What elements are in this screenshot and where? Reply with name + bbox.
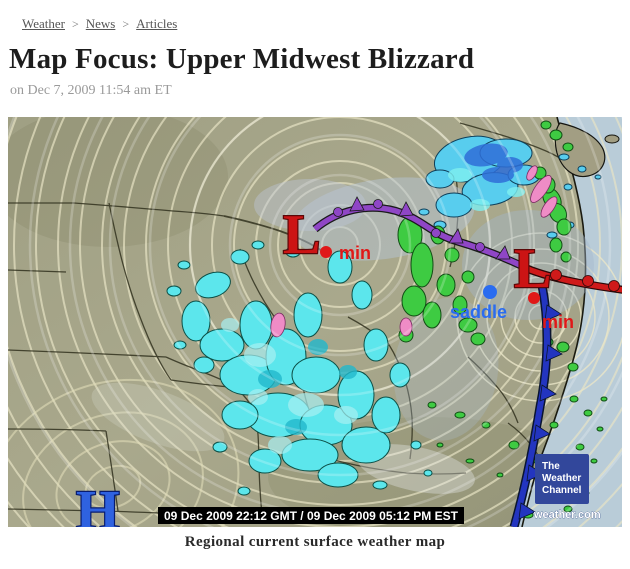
min1-dot bbox=[320, 245, 332, 258]
weather-map-image: L L H min saddle min 09 Dec 2009 22:12 G bbox=[8, 116, 622, 527]
min1-label: min bbox=[339, 243, 371, 263]
front-warm bbox=[526, 265, 622, 294]
isobar-overlay bbox=[8, 116, 622, 527]
map-ocean bbox=[513, 116, 622, 527]
min2-dot bbox=[528, 291, 540, 304]
timestamp-bar: 09 Dec 2009 22:12 GMT / 09 Dec 2009 05:1… bbox=[158, 506, 464, 524]
saddle-label: saddle bbox=[450, 302, 507, 322]
saddle-dot bbox=[483, 284, 497, 299]
twc-logo-box bbox=[535, 453, 589, 504]
front-cold bbox=[509, 284, 563, 527]
map-caption: Regional current surface weather map bbox=[184, 533, 446, 550]
breadcrumb-link-weather[interactable]: Weather bbox=[22, 16, 65, 31]
map-annotations: min saddle min bbox=[320, 243, 574, 332]
page-title: Map Focus: Upper Midwest Blizzard bbox=[9, 43, 475, 75]
radar-rain bbox=[397, 120, 608, 519]
radar-mix bbox=[270, 165, 558, 338]
front-occluded bbox=[312, 196, 530, 273]
breadcrumb-separator: > bbox=[71, 17, 79, 31]
pressure-symbols: L L H bbox=[75, 203, 553, 527]
low1-symbol: L bbox=[283, 204, 320, 266]
min2-label: min bbox=[542, 312, 574, 332]
low2-symbol: L bbox=[514, 238, 551, 300]
twc-logo: The Weather Channel weather.com bbox=[533, 453, 601, 521]
breadcrumb-link-articles[interactable]: Articles bbox=[136, 16, 178, 31]
radar-snow-large-texture bbox=[221, 317, 358, 454]
twc-logo-line1: The bbox=[542, 461, 560, 472]
radar-snow-north-texture bbox=[448, 143, 525, 211]
article-dateline: on Dec 7, 2009 11:54 am ET bbox=[10, 82, 172, 98]
timestamp-text: 09 Dec 2009 22:12 GMT / 09 Dec 2009 05:1… bbox=[164, 511, 458, 523]
twc-logo-line2: Weather bbox=[542, 473, 581, 484]
article-page: Weather > News > Articles Map Focus: Upper M… bbox=[0, 0, 630, 550]
isobar-rings-high bbox=[8, 378, 240, 527]
breadcrumb-link-news[interactable]: News bbox=[85, 16, 116, 31]
twc-logo-site: weather.com bbox=[533, 509, 601, 521]
twc-logo-line3: Channel bbox=[542, 485, 582, 496]
breadcrumb: Weather > News > Articles bbox=[0, 0, 630, 32]
breadcrumb-separator: > bbox=[122, 17, 130, 31]
high-symbol: H bbox=[76, 480, 120, 527]
